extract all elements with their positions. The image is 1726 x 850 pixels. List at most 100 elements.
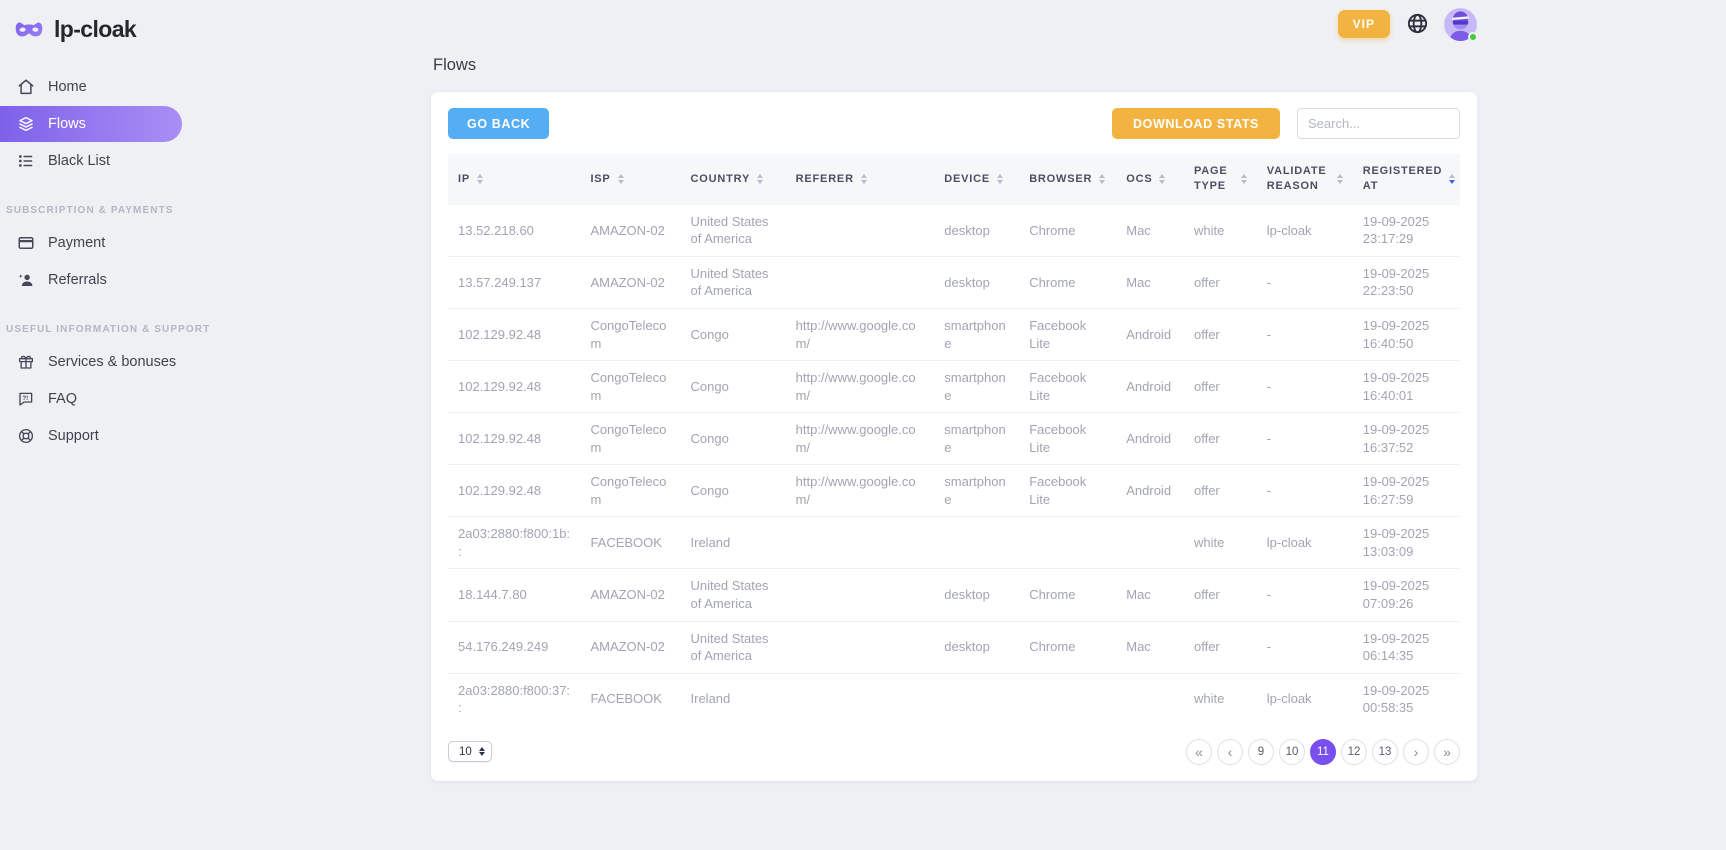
cell-page_type: offer	[1183, 464, 1257, 517]
table-footer: 10 «‹ 9 10 11 12 13 ›»	[448, 738, 1460, 765]
cell-registered_at: 19-09-2025 00:58:35	[1352, 672, 1460, 725]
pagination-first-button[interactable]: «	[1186, 738, 1212, 765]
sidebar-item-services-bonuses[interactable]: Services & bonuses	[0, 344, 182, 380]
column-header-isp[interactable]: ISP	[580, 154, 681, 205]
pagination-page-10[interactable]: 10	[1279, 738, 1305, 765]
chat-question-icon: ?!	[17, 390, 35, 408]
pagination-page-13[interactable]: 13	[1372, 738, 1398, 765]
pagination-page-12[interactable]: 12	[1341, 738, 1367, 765]
cell-device: desktop	[934, 568, 1020, 622]
cell-ocs: Android	[1116, 360, 1184, 413]
cell-isp: AMAZON-02	[580, 568, 681, 622]
sidebar-item-flows[interactable]: Flows	[0, 106, 182, 142]
cell-page_type: white	[1193, 222, 1225, 238]
sidebar-item-label: Referrals	[48, 272, 107, 288]
list-icon	[17, 152, 35, 170]
cell-isp: FACEBOOK	[580, 516, 681, 569]
table-row: 13.52.218.60 AMAZON-02 United States of Am…	[448, 205, 1460, 257]
cell-isp: CongoTelecom	[580, 307, 681, 361]
cell-device: smartphone	[934, 464, 1020, 517]
sidebar-item-home[interactable]: Home	[0, 69, 182, 105]
sidebar-section-subscription-payments: SUBSCRIPTION & PAYMENTS	[0, 205, 182, 216]
table-header-row: IP ISP COUNTRY REFERER DEVICE BROWSER OCS PAGE …	[448, 154, 1460, 205]
cell-ip: 102.129.92.48	[448, 307, 581, 361]
sort-icon	[1240, 174, 1247, 185]
column-header-ocs[interactable]: OCS	[1116, 154, 1184, 205]
cell-registered_at: 19-09-2025 13:03:09	[1352, 516, 1460, 569]
cell-ocs: Android	[1116, 464, 1184, 517]
column-header-registered_at[interactable]: REGISTERED AT	[1352, 154, 1460, 205]
cell-registered_at: 19-09-2025 06:14:35	[1352, 620, 1460, 674]
pagination-prev-button[interactable]: ‹	[1217, 738, 1243, 765]
cell-ip: 2a03:2880:f800:1b::	[448, 516, 581, 569]
cell-browser: Chrome	[1019, 620, 1117, 674]
flows-table: IP ISP COUNTRY REFERER DEVICE BROWSER OCS PAGE …	[448, 154, 1460, 725]
download-stats-button[interactable]: DOWNLOAD STATS	[1112, 108, 1280, 139]
column-header-ip[interactable]: IP	[448, 154, 581, 205]
cell-device: smartphone	[934, 412, 1020, 465]
cell-browser	[1019, 672, 1117, 725]
sidebar-item-faq[interactable]: ?! FAQ	[0, 381, 182, 417]
table-row: 102.129.92.48 CongoTelecom Congo http://www…	[448, 412, 1460, 465]
column-label: OCS	[1126, 172, 1153, 185]
pagination-page-11[interactable]: 11	[1310, 738, 1336, 765]
column-header-validate_reason[interactable]: VALIDATE REASON	[1256, 154, 1353, 205]
column-header-page_type[interactable]: PAGE TYPE	[1183, 154, 1257, 205]
vip-button[interactable]: VIP	[1337, 10, 1390, 38]
sort-icon	[1449, 174, 1456, 185]
cell-country: United States of America	[680, 620, 786, 674]
sidebar-item-black-list[interactable]: Black List	[0, 143, 182, 179]
table-row: 2a03:2880:f800:37:: FACEBOOK Ireland white l…	[448, 672, 1460, 725]
cell-browser: Facebook Lite	[1019, 360, 1117, 413]
sort-icon	[617, 174, 624, 185]
cell-device	[934, 672, 1020, 725]
cell-isp: CongoTelecom	[580, 464, 681, 517]
cell-browser: Chrome	[1029, 222, 1076, 238]
cell-isp: CongoTelecom	[580, 412, 681, 465]
cell-referer: http://www.google.com/	[785, 464, 935, 517]
cell-ip: 2a03:2880:f800:37::	[448, 672, 581, 725]
cell-browser: Facebook Lite	[1019, 464, 1117, 517]
topbar: VIP	[431, 0, 1478, 42]
search-input[interactable]	[1297, 108, 1460, 139]
cell-ip: 54.176.249.249	[448, 620, 581, 674]
cell-validate_reason: lp-cloak	[1266, 222, 1312, 238]
language-globe-button[interactable]	[1405, 12, 1429, 36]
pagination-last-button[interactable]: »	[1434, 738, 1460, 765]
cell-ip: 13.57.249.137	[448, 255, 581, 309]
pagination-page-9[interactable]: 9	[1248, 738, 1274, 765]
cell-browser: Facebook Lite	[1019, 307, 1117, 361]
column-header-country[interactable]: COUNTRY	[680, 154, 786, 205]
cell-isp: AMAZON-02	[590, 222, 665, 238]
sort-icon	[1336, 174, 1343, 185]
cell-country: Congo	[680, 307, 786, 361]
cell-registered_at: 19-09-2025 22:23:50	[1352, 255, 1460, 309]
brand-logo[interactable]: lp-cloak	[0, 8, 182, 53]
cell-ocs: Mac	[1116, 620, 1184, 674]
table-row: 18.144.7.80 AMAZON-02 United States of Ame…	[448, 568, 1460, 622]
pagination-next-button[interactable]: ›	[1403, 738, 1429, 765]
user-avatar[interactable]	[1444, 7, 1478, 42]
cell-referer	[785, 620, 935, 674]
flows-card: GO BACK DOWNLOAD STATS IP ISP COUNTRY REFER…	[431, 92, 1477, 781]
column-label: IP	[458, 172, 470, 185]
cell-isp: AMAZON-02	[580, 255, 681, 309]
brand-name: lp-cloak	[54, 16, 137, 42]
cell-page_type: offer	[1183, 620, 1257, 674]
sort-icon	[1159, 174, 1166, 185]
column-header-browser[interactable]: BROWSER	[1019, 154, 1117, 205]
sort-icon	[997, 174, 1004, 185]
cell-validate_reason: -	[1256, 620, 1353, 674]
sidebar-item-support[interactable]: Support	[0, 418, 182, 454]
sidebar-item-referrals[interactable]: Referrals	[0, 262, 182, 298]
sidebar-item-payment[interactable]: Payment	[0, 225, 182, 261]
column-header-referer[interactable]: REFERER	[785, 154, 935, 205]
table-row: 102.129.92.48 CongoTelecom Congo http://www…	[448, 307, 1460, 361]
column-header-device[interactable]: DEVICE	[934, 154, 1020, 205]
cell-device: desktop	[944, 222, 990, 238]
card-toolbar: GO BACK DOWNLOAD STATS	[448, 108, 1460, 139]
go-back-button[interactable]: GO BACK	[448, 108, 550, 139]
cell-ocs: Android	[1116, 307, 1184, 361]
cell-registered_at: 19-09-2025 16:40:01	[1352, 360, 1460, 413]
page-size-select[interactable]: 10	[448, 741, 492, 763]
